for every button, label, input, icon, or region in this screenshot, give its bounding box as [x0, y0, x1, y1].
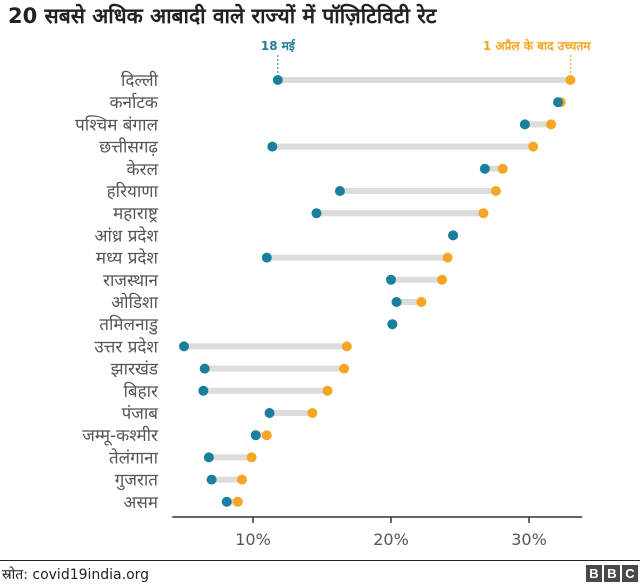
may18-point: [179, 341, 189, 352]
may18-point: [387, 319, 398, 330]
data-points: [179, 75, 576, 507]
category-label: छत्तीसगढ़: [99, 137, 158, 158]
category-label: महाराष्ट्र: [113, 204, 159, 224]
may18-point: [311, 208, 322, 219]
category-label: हरियाणा: [107, 181, 159, 202]
bbc-logo-letter: B: [604, 565, 620, 582]
peak-point: [437, 274, 448, 285]
may18-point: [250, 430, 261, 441]
category-label: राजस्थान: [103, 271, 159, 291]
may18-point: [261, 252, 272, 263]
chart-title: 20 सबसे अधिक आबादी वाले राज्यों में पॉज़…: [8, 4, 437, 28]
category-label: असम: [123, 493, 158, 513]
category-label: जम्मू-कश्मीर: [82, 425, 159, 446]
peak-point: [322, 385, 333, 396]
series-label-may18: 18 मई: [261, 39, 296, 53]
bbc-logo-letter: B: [586, 565, 602, 582]
peak-point: [416, 297, 427, 307]
dumbbell-chart: 18 मई 1 अप्रैल के बाद उच्चतम दिल्लीकर्नाट…: [75, 39, 591, 549]
category-label: केरल: [126, 159, 158, 180]
peak-point: [497, 163, 508, 174]
bbc-logo-letter: C: [622, 565, 638, 582]
category-label: आंध्र प्रदेश: [95, 225, 159, 246]
peak-point: [339, 363, 350, 374]
peak-point: [232, 496, 243, 507]
category-label: झारखंड: [111, 360, 159, 380]
may18-point: [272, 75, 283, 85]
may18-point: [391, 297, 402, 307]
peak-point: [246, 452, 257, 463]
category-label: पश्चिम बंगाल: [75, 114, 158, 135]
category-label: मध्य प्रदेश: [96, 248, 159, 269]
may18-point: [386, 274, 396, 285]
series-labels: 18 मई 1 अप्रैल के बाद उच्चतम: [261, 39, 591, 75]
peak-point: [490, 186, 501, 196]
bbc-logo: B B C: [586, 565, 638, 582]
may18-point: [206, 474, 217, 485]
may18-point: [221, 496, 232, 507]
peak-point: [565, 75, 576, 85]
may18-point: [198, 385, 209, 396]
category-label: कर्नाटक: [109, 92, 158, 113]
series-label-peak: 1 अप्रैल के बाद उच्चतम: [483, 39, 591, 53]
x-axis: 10% 20% 30%: [172, 516, 583, 549]
may18-point: [519, 119, 530, 130]
category-label: बिहार: [124, 381, 160, 402]
peak-point: [341, 341, 352, 352]
peak-point: [261, 430, 272, 441]
x-tick-label: 10%: [235, 530, 271, 549]
peak-point: [546, 119, 557, 130]
footer: स्रोत: covid19india.org B B C: [0, 560, 640, 587]
x-tick-label: 20%: [373, 530, 409, 549]
may18-point: [203, 452, 214, 463]
may18-point: [267, 141, 278, 152]
may18-point: [448, 230, 459, 241]
category-label: तमिलनाडु: [99, 314, 159, 335]
may18-point: [479, 163, 490, 174]
may18-point: [199, 363, 210, 374]
may18-point: [264, 408, 275, 418]
source-note: स्रोत: covid19india.org: [2, 567, 150, 583]
category-label: उत्तर प्रदेश: [94, 336, 158, 357]
category-label: ओडिशा: [111, 292, 158, 313]
category-label: तेलंगाना: [109, 447, 159, 468]
peak-point: [307, 408, 318, 418]
category-label: दिल्ली: [121, 70, 159, 91]
peak-point: [236, 474, 247, 485]
category-label: पंजाब: [122, 404, 159, 424]
may18-point: [552, 97, 563, 108]
peak-point: [478, 208, 489, 219]
category-label: गुजरात: [115, 471, 159, 491]
peak-point: [528, 141, 539, 152]
x-tick-label: 30%: [511, 530, 547, 549]
connector-lines: [184, 77, 571, 505]
peak-point: [442, 252, 453, 263]
may18-point: [334, 186, 345, 196]
